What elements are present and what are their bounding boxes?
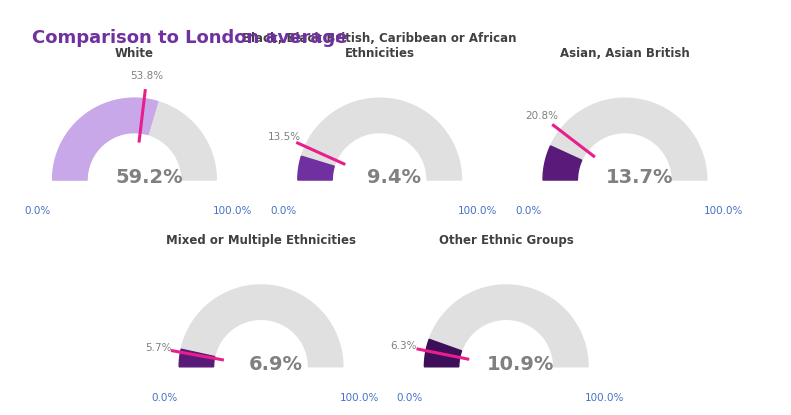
Text: 0.0%: 0.0% [270, 206, 297, 216]
Polygon shape [425, 285, 588, 367]
Text: 100.0%: 100.0% [458, 206, 498, 216]
Text: 0.0%: 0.0% [396, 393, 423, 403]
Text: 100.0%: 100.0% [213, 206, 252, 216]
Text: 0.0%: 0.0% [151, 393, 178, 403]
Text: 20.8%: 20.8% [525, 111, 558, 121]
Text: 6.9%: 6.9% [248, 355, 303, 374]
Polygon shape [543, 146, 581, 180]
Title: Black, Black British, Caribbean or African
Ethnicities: Black, Black British, Caribbean or Afric… [242, 32, 517, 60]
Polygon shape [298, 156, 335, 180]
Title: Mixed or Multiple Ethnicities: Mixed or Multiple Ethnicities [166, 234, 356, 247]
Text: 0.0%: 0.0% [515, 206, 542, 216]
Text: 5.7%: 5.7% [145, 343, 171, 353]
Text: Comparison to London average: Comparison to London average [32, 29, 347, 47]
Text: 59.2%: 59.2% [115, 168, 183, 187]
Polygon shape [298, 98, 461, 180]
Title: Asian, Asian British: Asian, Asian British [560, 47, 690, 60]
Polygon shape [53, 98, 216, 180]
Text: 0.0%: 0.0% [25, 206, 51, 216]
Polygon shape [53, 98, 157, 180]
Text: 9.4%: 9.4% [367, 168, 422, 187]
Text: 13.7%: 13.7% [606, 168, 673, 187]
Text: 10.9%: 10.9% [487, 355, 554, 374]
Text: 53.8%: 53.8% [131, 71, 164, 81]
Text: 100.0%: 100.0% [585, 393, 624, 403]
Text: 13.5%: 13.5% [267, 132, 301, 142]
Polygon shape [180, 285, 343, 367]
Text: 6.3%: 6.3% [390, 341, 417, 351]
Polygon shape [543, 98, 706, 180]
Polygon shape [180, 349, 214, 367]
Text: 100.0%: 100.0% [339, 393, 379, 403]
Text: 100.0%: 100.0% [703, 206, 743, 216]
Polygon shape [425, 339, 461, 367]
Title: White: White [115, 47, 154, 60]
Title: Other Ethnic Groups: Other Ethnic Groups [439, 234, 573, 247]
